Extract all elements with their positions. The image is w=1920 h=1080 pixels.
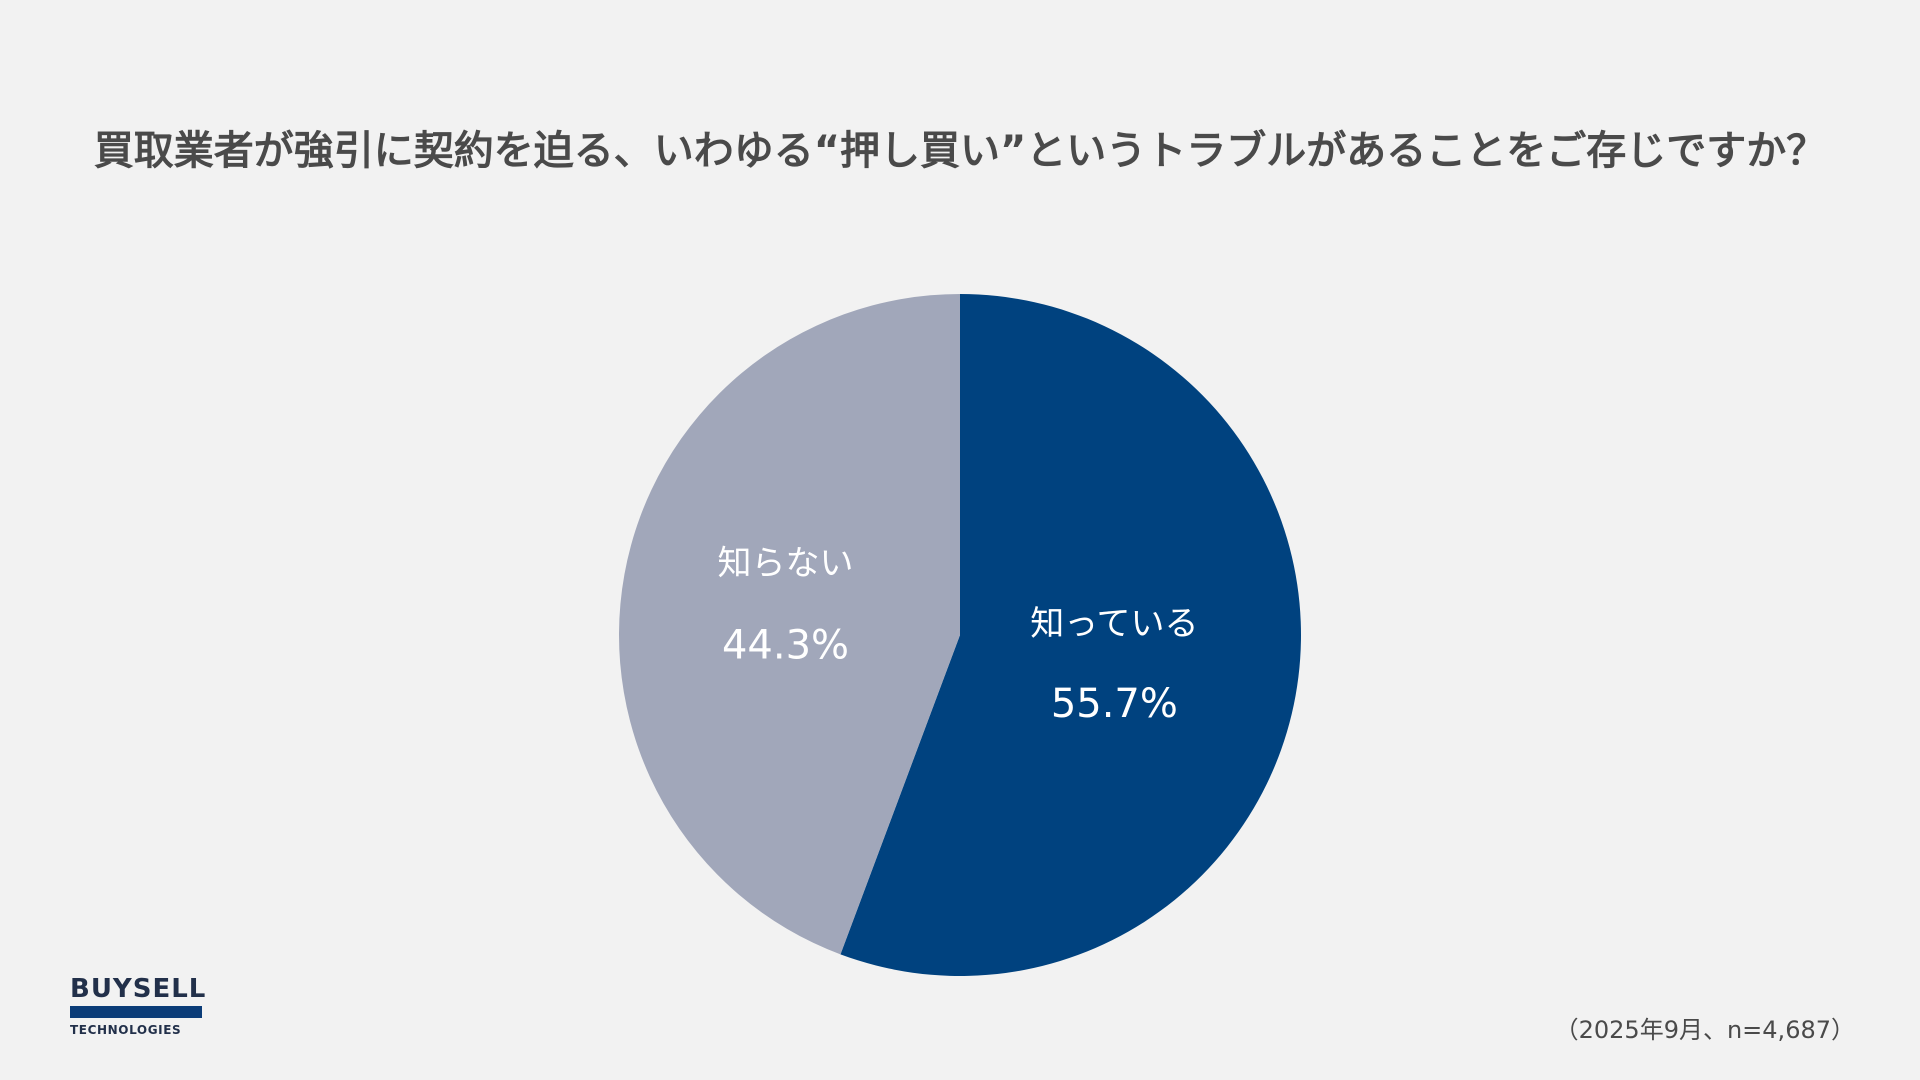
- logo-wordmark: BUYSELL: [70, 974, 207, 1004]
- logo-bar: [70, 1006, 202, 1018]
- slice-label-unknown: 知らない: [718, 543, 854, 583]
- pie-slice-known: [840, 294, 1301, 976]
- buysell-logo: BUYSELL TECHNOLOGIES: [70, 975, 206, 1037]
- slice-value-known: 55.7%: [1051, 681, 1178, 727]
- slice-label-known: 知っている: [1030, 604, 1198, 644]
- logo-subtitle: TECHNOLOGIES: [70, 1023, 182, 1037]
- chart-title: 買取業者が強引に契約を迫る、いわゆる“押し買い”というトラブルがあることをご存じ…: [93, 128, 1827, 174]
- survey-footnote: （2025年9月、n=4,687）: [1554, 1016, 1855, 1044]
- pie-slice-unknown: [618, 294, 960, 955]
- slice-value-unknown: 44.3%: [722, 622, 849, 668]
